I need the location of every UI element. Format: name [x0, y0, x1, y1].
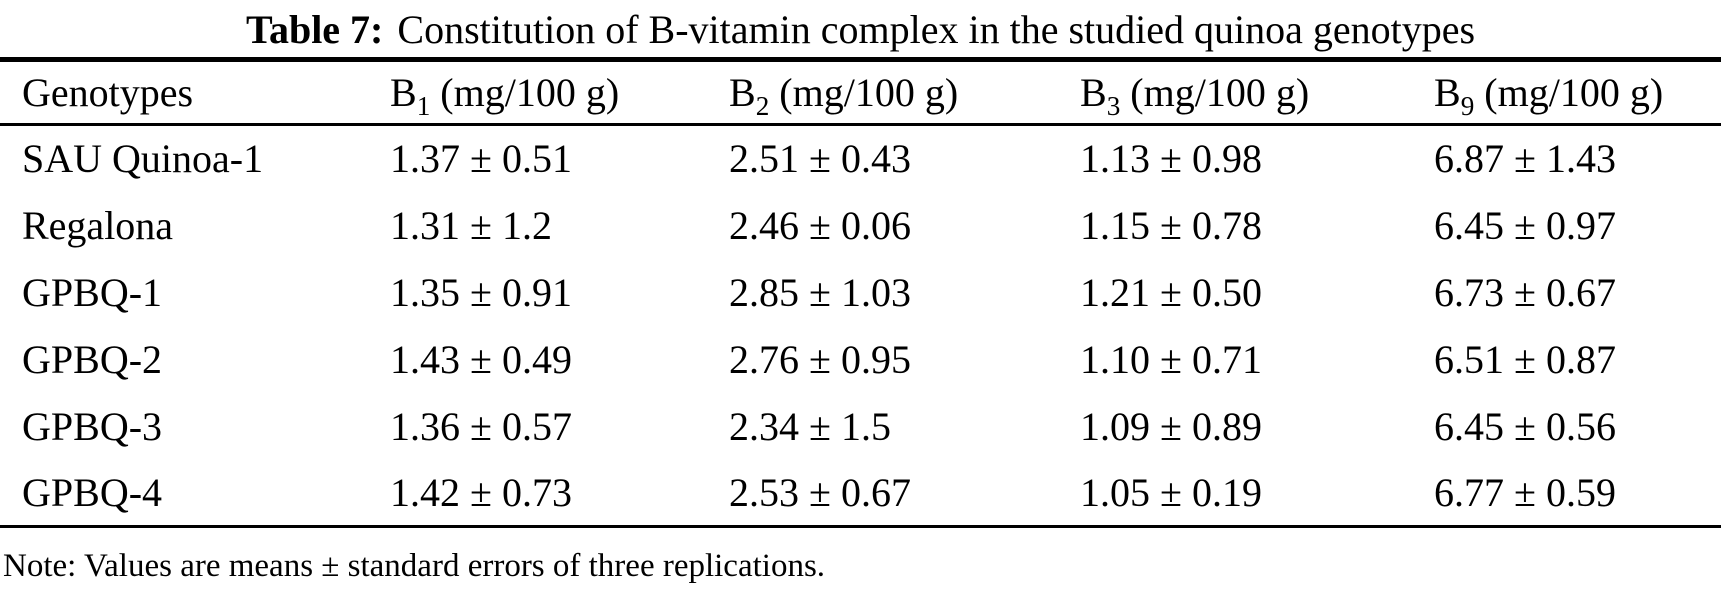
b9-value-cell: 6.51 ± 0.87: [1434, 336, 1616, 382]
b2-value-cell: 2.34 ± 1.5: [729, 403, 891, 449]
b9-value-cell: 6.45 ± 0.97: [1434, 202, 1616, 248]
genotype-cell: GPBQ-1: [22, 269, 163, 315]
table-row-sau-quinoa-1: SAU Quinoa-1 1.37 ± 0.51 2.51 ± 0.43 1.1…: [0, 125, 1721, 192]
b3-value-cell: 1.10 ± 0.71: [1080, 336, 1262, 382]
b3-value-cell: 1.13 ± 0.98: [1080, 136, 1262, 182]
b-vitamin-table: Genotypes B1 (mg/100 g) B2 (mg/100 g) B3…: [0, 57, 1721, 528]
b1-value-cell: 1.31 ± 1.2: [390, 202, 552, 248]
b2-value-cell: 2.76 ± 0.95: [729, 336, 911, 382]
column-header-b3: B3 (mg/100 g): [1080, 70, 1310, 121]
table-row-regalona: Regalona 1.31 ± 1.2 2.46 ± 0.06 1.15 ± 0…: [0, 192, 1721, 259]
b3-value-cell: 1.09 ± 0.89: [1080, 403, 1262, 449]
table-caption-text: Constitution of B-vitamin complex in the…: [397, 7, 1476, 52]
subscript-3: 3: [1106, 91, 1121, 121]
b2-value-cell: 2.51 ± 0.43: [729, 136, 911, 182]
table-row-gpbq-3: GPBQ-3 1.36 ± 0.57 2.34 ± 1.5 1.09 ± 0.8…: [0, 393, 1721, 460]
genotype-cell: SAU Quinoa-1: [22, 136, 264, 182]
b2-value-cell: 2.85 ± 1.03: [729, 269, 911, 315]
b1-value-cell: 1.37 ± 0.51: [390, 136, 572, 182]
b9-value-cell: 6.45 ± 0.56: [1434, 403, 1616, 449]
b3-value-cell: 1.21 ± 0.50: [1080, 269, 1262, 315]
b1-value-cell: 1.42 ± 0.73: [390, 469, 572, 515]
table-note: Note: Values are means ± standard errors…: [3, 548, 826, 584]
genotype-cell: GPBQ-2: [22, 336, 163, 382]
b9-value-cell: 6.87 ± 1.43: [1434, 136, 1616, 182]
b3-value-cell: 1.15 ± 0.78: [1080, 202, 1262, 248]
b9-value-cell: 6.77 ± 0.59: [1434, 469, 1616, 515]
table-row-gpbq-4: GPBQ-4 1.42 ± 0.73 2.53 ± 0.67 1.05 ± 0.…: [0, 460, 1721, 527]
table-row-gpbq-2: GPBQ-2 1.43 ± 0.49 2.76 ± 0.95 1.10 ± 0.…: [0, 326, 1721, 393]
column-header-genotypes: Genotypes: [22, 70, 194, 115]
subscript-1: 1: [416, 91, 431, 121]
column-header-b2: B2 (mg/100 g): [729, 70, 959, 121]
column-header-b9: B9 (mg/100 g): [1434, 70, 1664, 121]
table-caption-label: Table 7:: [245, 7, 384, 52]
b1-value-cell: 1.35 ± 0.91: [390, 269, 572, 315]
genotype-cell: Regalona: [22, 202, 174, 248]
table-row-gpbq-1: GPBQ-1 1.35 ± 0.91 2.85 ± 1.03 1.21 ± 0.…: [0, 259, 1721, 326]
b3-value-cell: 1.05 ± 0.19: [1080, 469, 1262, 515]
genotype-cell: GPBQ-4: [22, 469, 163, 515]
subscript-9: 9: [1460, 91, 1475, 121]
header-row: Genotypes B1 (mg/100 g) B2 (mg/100 g) B3…: [0, 60, 1721, 125]
b1-value-cell: 1.36 ± 0.57: [390, 403, 572, 449]
genotype-cell: GPBQ-3: [22, 403, 163, 449]
subscript-2: 2: [755, 91, 770, 121]
b2-value-cell: 2.53 ± 0.67: [729, 469, 911, 515]
table-caption: Table 7: Constitution of B-vitamin comple…: [0, 0, 1721, 57]
column-header-b1: B1 (mg/100 g): [390, 70, 620, 121]
b1-value-cell: 1.43 ± 0.49: [390, 336, 572, 382]
b9-value-cell: 6.73 ± 0.67: [1434, 269, 1616, 315]
b2-value-cell: 2.46 ± 0.06: [729, 202, 911, 248]
